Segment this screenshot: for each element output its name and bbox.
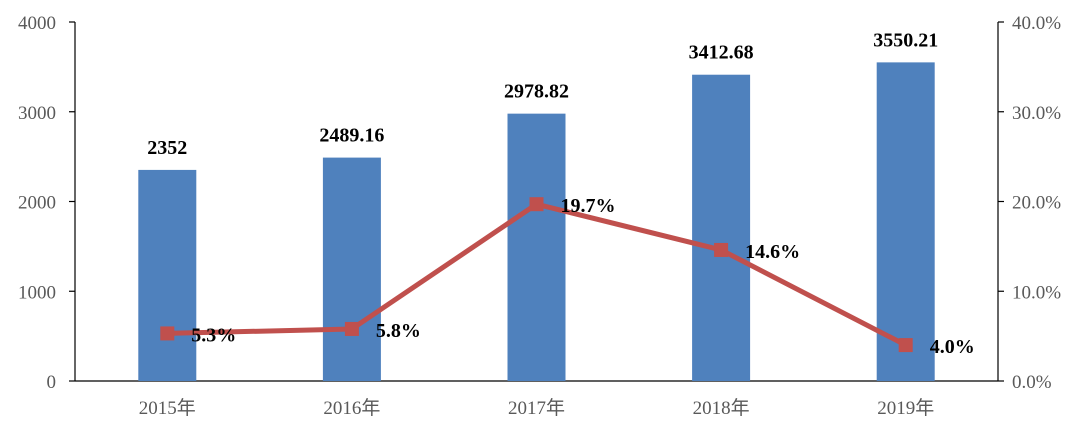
right-tick-label: 20.0% xyxy=(1012,193,1061,214)
left-tick-label: 3000 xyxy=(18,103,56,124)
x-tick-label: 2015年 xyxy=(139,397,196,419)
left-tick-label: 4000 xyxy=(18,13,56,34)
line-marker xyxy=(529,197,544,212)
right-tick-label: 40.0% xyxy=(1012,13,1061,34)
left-tick-label: 0 xyxy=(47,372,57,393)
bar-data-label: 3550.21 xyxy=(873,29,938,51)
right-axis-ticks: 0.0% 10.0% 20.0% 30.0% 40.0% xyxy=(998,13,1061,393)
line-data-labels: 5.3% 5.8% 19.7% 14.6% 4.0% xyxy=(191,195,974,358)
line-marker xyxy=(160,326,175,341)
line-data-label: 5.3% xyxy=(191,324,236,346)
x-tick-label: 2018年 xyxy=(693,397,750,419)
bar-data-label: 2489.16 xyxy=(319,125,384,147)
left-tick-label: 2000 xyxy=(18,193,56,214)
bar-series xyxy=(138,62,935,381)
line-data-label: 5.8% xyxy=(376,320,421,342)
bar-data-label: 2352 xyxy=(147,137,187,159)
line-data-label: 4.0% xyxy=(930,336,975,358)
left-tick-label: 1000 xyxy=(18,282,56,303)
bar xyxy=(692,74,751,381)
line-marker xyxy=(714,242,729,257)
line-data-label: 14.6% xyxy=(745,241,800,263)
bar-data-label: 2978.82 xyxy=(504,81,569,103)
x-tick-label: 2017年 xyxy=(508,397,565,419)
bar xyxy=(322,157,381,381)
x-tick-label: 2019年 xyxy=(877,397,934,419)
bar xyxy=(138,169,197,381)
line-marker xyxy=(344,321,359,336)
bar-data-label: 3412.68 xyxy=(689,42,754,64)
x-axis-ticks: 2015年 2016年 2017年 2018年 2019年 xyxy=(139,397,934,419)
line-marker xyxy=(898,338,913,353)
bar xyxy=(876,62,935,381)
line-series xyxy=(160,197,913,353)
left-axis-ticks: 0 1000 2000 3000 4000 xyxy=(18,13,75,393)
bar xyxy=(507,113,566,381)
right-tick-label: 30.0% xyxy=(1012,103,1061,124)
line-data-label: 19.7% xyxy=(561,195,616,217)
right-tick-label: 10.0% xyxy=(1012,282,1061,303)
x-tick-label: 2016年 xyxy=(323,397,380,419)
bar-data-labels: 2352 2489.16 2978.82 3412.68 3550.21 xyxy=(147,29,938,159)
right-tick-label: 0.0% xyxy=(1012,372,1052,393)
